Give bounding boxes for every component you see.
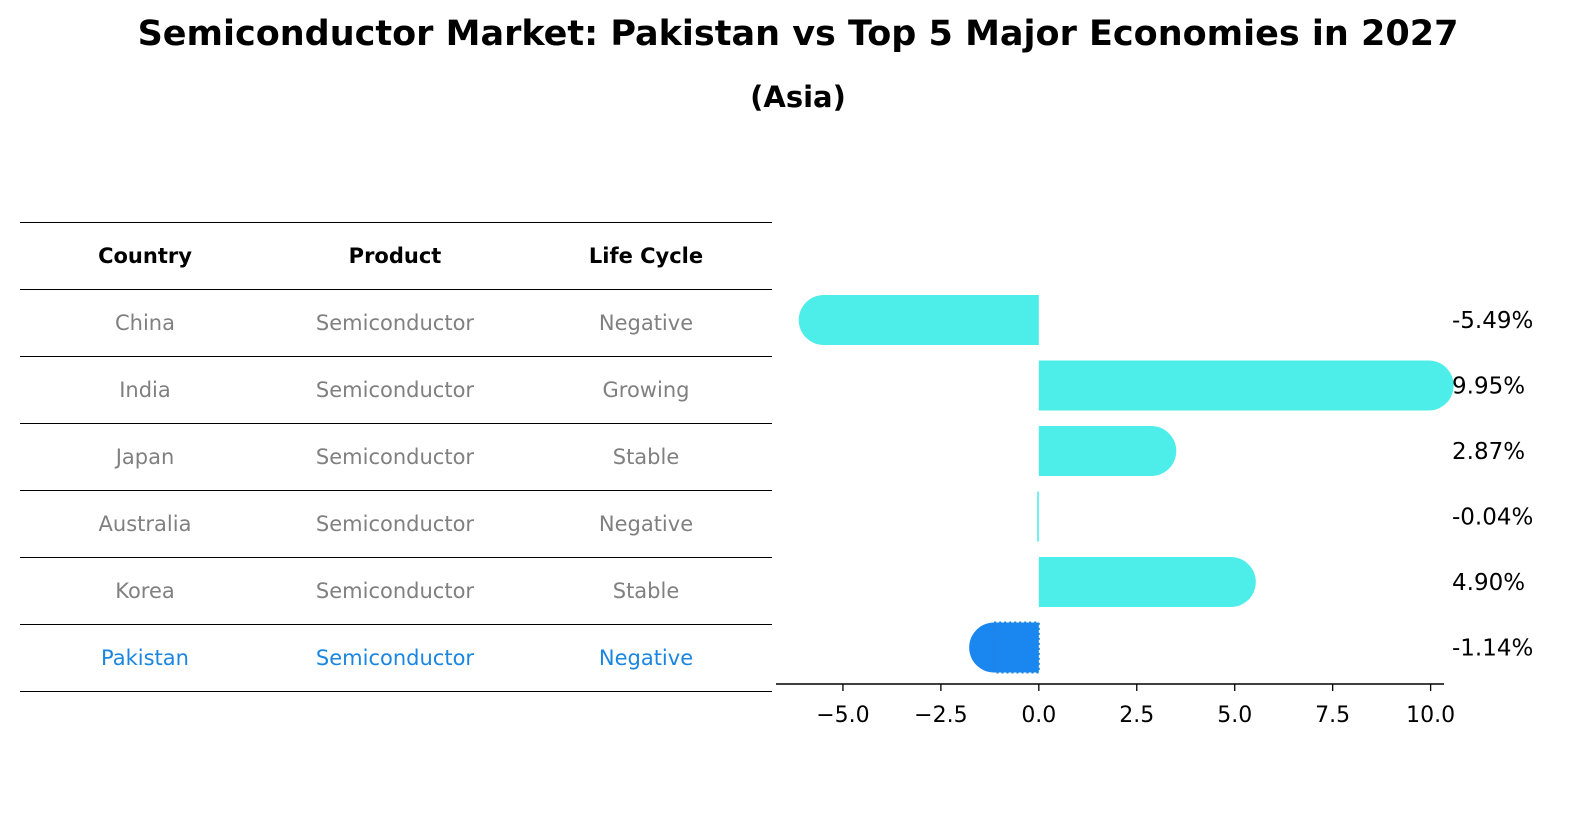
header-country: Country xyxy=(98,244,192,268)
value-label: -1.14% xyxy=(1452,636,1533,662)
life-cycle-cell: Negative xyxy=(598,311,694,335)
x-tick-label: −5.0 xyxy=(816,703,869,728)
country-cell: India xyxy=(119,378,171,402)
header-life-cycle: Life Cycle xyxy=(588,244,704,268)
x-tick-label: 0.0 xyxy=(1021,703,1056,728)
table-row: India Semiconductor Growing xyxy=(20,356,772,423)
x-tick-label: 2.5 xyxy=(1119,703,1154,728)
value-label: 9.95% xyxy=(1452,374,1525,400)
table-row: China Semiconductor Negative xyxy=(20,289,772,356)
bar-cap-india xyxy=(1403,360,1454,411)
table-row: Japan Semiconductor Stable xyxy=(20,423,772,490)
bar-cap-japan xyxy=(1126,426,1177,476)
market-table: Country Product Life Cycle China Semicon… xyxy=(20,222,772,692)
table-row-highlighted: Pakistan Semiconductor Negative xyxy=(20,624,772,692)
country-cell: Japan xyxy=(115,445,175,469)
country-cell: Korea xyxy=(115,579,175,603)
table-header-row: Country Product Life Cycle xyxy=(20,222,772,289)
bar-cap-korea xyxy=(1205,557,1256,607)
country-cell: Australia xyxy=(98,512,192,536)
bar-chart: -5.49% 9.95% 2.87% -0.04% 4.90% -1.14% −5.0 −2.… xyxy=(776,295,1533,728)
table-row: Australia Semiconductor Negative xyxy=(20,490,772,557)
chart-subtitle: (Asia) xyxy=(750,80,846,114)
product-cell: Semiconductor xyxy=(315,579,475,603)
product-cell: Semiconductor xyxy=(315,646,475,670)
bar-korea xyxy=(1038,557,1231,607)
product-cell: Semiconductor xyxy=(315,311,475,335)
life-cycle-cell: Negative xyxy=(598,512,694,536)
bar-australia xyxy=(1037,491,1039,542)
life-cycle-cell: Negative xyxy=(598,646,694,670)
country-cell: Pakistan xyxy=(101,646,189,670)
header-product: Product xyxy=(348,244,442,268)
life-cycle-cell: Growing xyxy=(602,378,690,402)
bar-outline-highlight xyxy=(993,621,1040,674)
life-cycle-cell: Stable xyxy=(612,579,680,603)
value-label: 2.87% xyxy=(1452,439,1525,465)
bar-china xyxy=(823,295,1039,345)
product-cell: Semiconductor xyxy=(315,512,475,536)
x-tick-label: 7.5 xyxy=(1315,703,1350,728)
country-cell: China xyxy=(115,311,175,335)
x-tick-label: 10.0 xyxy=(1406,703,1455,728)
bar-cap-china xyxy=(798,295,849,345)
value-label: -5.49% xyxy=(1452,308,1533,334)
table-row: Korea Semiconductor Stable xyxy=(20,557,772,624)
value-label: 4.90% xyxy=(1452,570,1525,596)
bar-india xyxy=(1038,360,1429,411)
product-cell: Semiconductor xyxy=(315,445,475,469)
x-tick-label: 5.0 xyxy=(1217,703,1252,728)
value-label: -0.04% xyxy=(1452,505,1533,531)
life-cycle-cell: Stable xyxy=(612,445,680,469)
bar-cap-pakistan xyxy=(969,622,1020,673)
chart-title: Semiconductor Market: Pakistan vs Top 5 … xyxy=(137,14,1459,54)
product-cell: Semiconductor xyxy=(315,378,475,402)
x-tick-label: −2.5 xyxy=(914,703,967,728)
